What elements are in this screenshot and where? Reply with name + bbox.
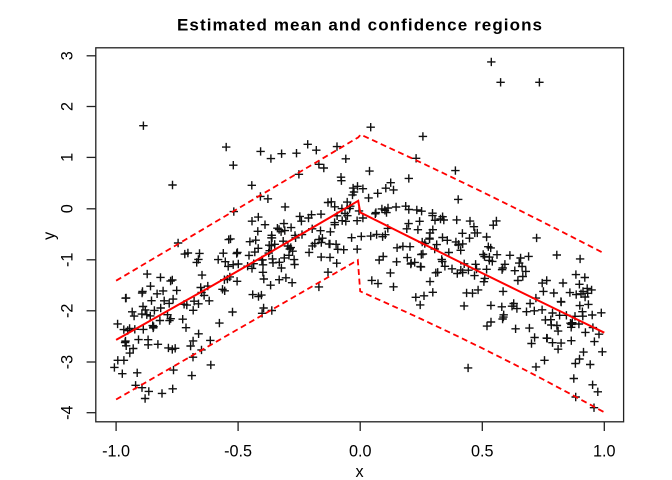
svg-text:1.0: 1.0 [593, 443, 616, 461]
svg-text:-3: -3 [59, 355, 77, 369]
svg-text:-1.0: -1.0 [102, 443, 130, 461]
svg-text:1: 1 [59, 153, 77, 162]
svg-text:Estimated mean and confidence: Estimated mean and confidence regions [177, 16, 542, 35]
svg-text:-4: -4 [59, 405, 77, 419]
svg-text:0.0: 0.0 [349, 443, 372, 461]
svg-text:3: 3 [59, 51, 77, 60]
svg-text:x: x [355, 463, 363, 480]
svg-text:-0.5: -0.5 [224, 443, 252, 461]
svg-text:0.5: 0.5 [471, 443, 494, 461]
svg-text:-2: -2 [59, 304, 77, 318]
svg-text:-1: -1 [59, 253, 77, 267]
svg-text:0: 0 [59, 204, 77, 213]
svg-text:2: 2 [59, 102, 77, 111]
svg-text:y: y [41, 231, 59, 240]
